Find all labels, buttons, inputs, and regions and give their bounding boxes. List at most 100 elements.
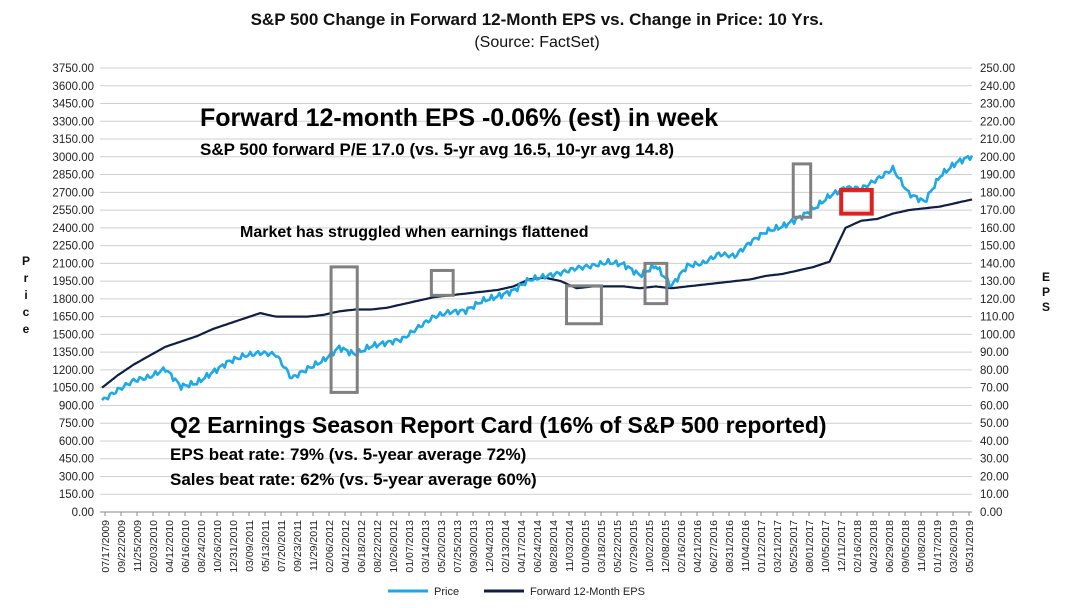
y-tick-left: 0.00 xyxy=(72,507,94,519)
x-tick-label: 11/03/2014 xyxy=(564,520,576,572)
y-tick-right: 150.00 xyxy=(980,241,1015,253)
x-tick-label: 11/08/2018 xyxy=(916,520,928,572)
y-tick-left: 3450.00 xyxy=(52,99,94,111)
gridlines xyxy=(100,67,972,513)
y-tick-right: 120.00 xyxy=(980,294,1015,306)
x-tick-label: 07/17/2009 xyxy=(100,520,112,573)
y-tick-left: 1650.00 xyxy=(52,312,94,324)
annotation-forward-pe: S&P 500 forward P/E 17.0 (vs. 5-yr avg 1… xyxy=(200,140,674,159)
x-tick-label: 10/05/2017 xyxy=(820,520,832,573)
x-tick-label: 10/26/2010 xyxy=(212,520,224,573)
x-tick-label: 08/22/2012 xyxy=(372,520,384,573)
y-tick-left: 1050.00 xyxy=(52,383,94,395)
highlight-box xyxy=(839,187,874,216)
x-tick-label: 09/23/2011 xyxy=(292,520,304,572)
x-tick-label: 08/31/2016 xyxy=(724,520,736,573)
y-tick-left: 2850.00 xyxy=(52,170,94,182)
x-tick-label: 05/20/2013 xyxy=(436,520,448,573)
y-tick-right: 200.00 xyxy=(980,152,1015,164)
y-tick-right: 40.00 xyxy=(980,436,1009,448)
highlight-box xyxy=(329,265,359,394)
y-tick-right: 240.00 xyxy=(980,81,1015,93)
annotation-eps-week: Forward 12-month EPS -0.06% (est) in wee… xyxy=(200,104,718,132)
y-tick-right: 190.00 xyxy=(980,170,1015,182)
x-tick-label: 01/12/2017 xyxy=(756,520,768,573)
x-tick-label: 12/11/2017 xyxy=(836,520,848,572)
x-tick-label: 05/31/2019 xyxy=(964,520,976,573)
x-tick-label: 06/16/2010 xyxy=(180,520,192,573)
highlight-boxes xyxy=(329,162,874,394)
y-tick-left: 3000.00 xyxy=(52,152,94,164)
x-tick-label: 03/09/2011 xyxy=(244,520,256,572)
chart-subtitle: (Source: FactSet) xyxy=(474,34,599,51)
x-tick-label: 03/21/2017 xyxy=(772,520,784,573)
y-tick-right: 100.00 xyxy=(980,329,1015,341)
x-tick-label: 04/21/2016 xyxy=(692,520,704,573)
y-tick-right: 70.00 xyxy=(980,383,1009,395)
annotation-eps-beat: EPS beat rate: 79% (vs. 5-year average 7… xyxy=(170,445,526,464)
x-tick-label: 05/13/2011 xyxy=(260,520,272,572)
y-tick-left: 2400.00 xyxy=(52,223,94,235)
y-tick-right: 210.00 xyxy=(980,134,1015,146)
y-tick-left: 3300.00 xyxy=(52,116,94,128)
y-tick-right: 170.00 xyxy=(980,205,1015,217)
x-tick-label: 04/12/2010 xyxy=(164,520,176,573)
x-tick-label: 07/29/2015 xyxy=(628,520,640,573)
x-tick-label: 08/24/2010 xyxy=(196,520,208,573)
y-tick-left: 3150.00 xyxy=(52,134,94,146)
y-tick-right: 140.00 xyxy=(980,258,1015,270)
left-axis-ticks: 0.00 150.00 300.00 450.00 600.00 750.00 900.00… xyxy=(52,63,94,519)
x-tick-label: 04/12/2012 xyxy=(340,520,352,573)
x-tick-label: 04/23/2018 xyxy=(868,520,880,573)
highlight-box xyxy=(565,284,603,326)
y-tick-left: 600.00 xyxy=(59,436,94,448)
y-tick-right: 20.00 xyxy=(980,471,1009,483)
x-tick-label: 12/04/2013 xyxy=(484,520,496,573)
y-tick-left: 1350.00 xyxy=(52,347,94,359)
x-tick-label: 02/06/2012 xyxy=(324,520,336,573)
x-tick-label: 11/29/2011 xyxy=(308,520,320,571)
legend-label-price: Price xyxy=(434,586,459,598)
annotation-sales-beat: Sales beat rate: 62% (vs. 5-year average… xyxy=(170,470,537,489)
annotation-q2-title: Q2 Earnings Season Report Card (16% of S… xyxy=(170,412,827,438)
x-tick-label: 10/02/2015 xyxy=(644,520,656,573)
x-tick-label: 09/05/2018 xyxy=(900,520,912,573)
x-axis-ticks: 07/17/2009 09/22/2009 11/25/2009 02/03/2010… xyxy=(100,512,976,573)
highlight-box xyxy=(429,268,455,297)
x-tick-label: 09/22/2009 xyxy=(116,520,128,573)
x-tick-label: 02/16/2018 xyxy=(852,520,864,573)
y-tick-right: 10.00 xyxy=(980,489,1009,501)
y-tick-left: 1500.00 xyxy=(52,329,94,341)
x-tick-label: 01/09/2015 xyxy=(580,520,592,573)
y-tick-left: 2700.00 xyxy=(52,187,94,199)
x-tick-label: 05/22/2015 xyxy=(612,520,624,573)
y-tick-left: 2100.00 xyxy=(52,258,94,270)
y-tick-right: 160.00 xyxy=(980,223,1015,235)
x-tick-label: 01/07/2013 xyxy=(404,520,416,573)
series-lines xyxy=(101,155,974,401)
y-tick-right: 250.00 xyxy=(980,63,1015,75)
y-tick-right: 0.00 xyxy=(980,507,1002,519)
y-tick-left: 1200.00 xyxy=(52,365,94,377)
y-tick-right: 60.00 xyxy=(980,400,1009,412)
x-tick-label: 12/31/2010 xyxy=(228,520,240,573)
legend-label-eps: Forward 12-Month EPS xyxy=(530,586,645,598)
x-tick-label: 01/17/2019 xyxy=(932,520,944,573)
y-tick-left: 750.00 xyxy=(59,418,94,430)
x-tick-label: 10/26/2012 xyxy=(388,520,400,573)
legend: Price Forward 12-Month EPS xyxy=(388,586,645,598)
x-tick-label: 08/01/2017 xyxy=(804,520,816,573)
x-tick-label: 06/27/2016 xyxy=(708,520,720,573)
highlight-box xyxy=(791,162,813,219)
x-tick-label: 03/14/2013 xyxy=(420,520,432,573)
x-tick-label: 11/04/2016 xyxy=(740,520,752,572)
x-tick-label: 02/03/2010 xyxy=(148,520,160,573)
y-tick-left: 3750.00 xyxy=(52,63,94,75)
x-tick-label: 07/20/2011 xyxy=(276,520,288,572)
annotation-market-note: Market has struggled when earnings flatt… xyxy=(240,224,589,241)
right-axis-ticks: 0.00 10.00 20.00 30.00 40.00 50.00 60.00 70.00 8… xyxy=(980,63,1015,519)
highlight-box xyxy=(643,261,669,306)
x-tick-label: 02/13/2014 xyxy=(500,520,512,573)
